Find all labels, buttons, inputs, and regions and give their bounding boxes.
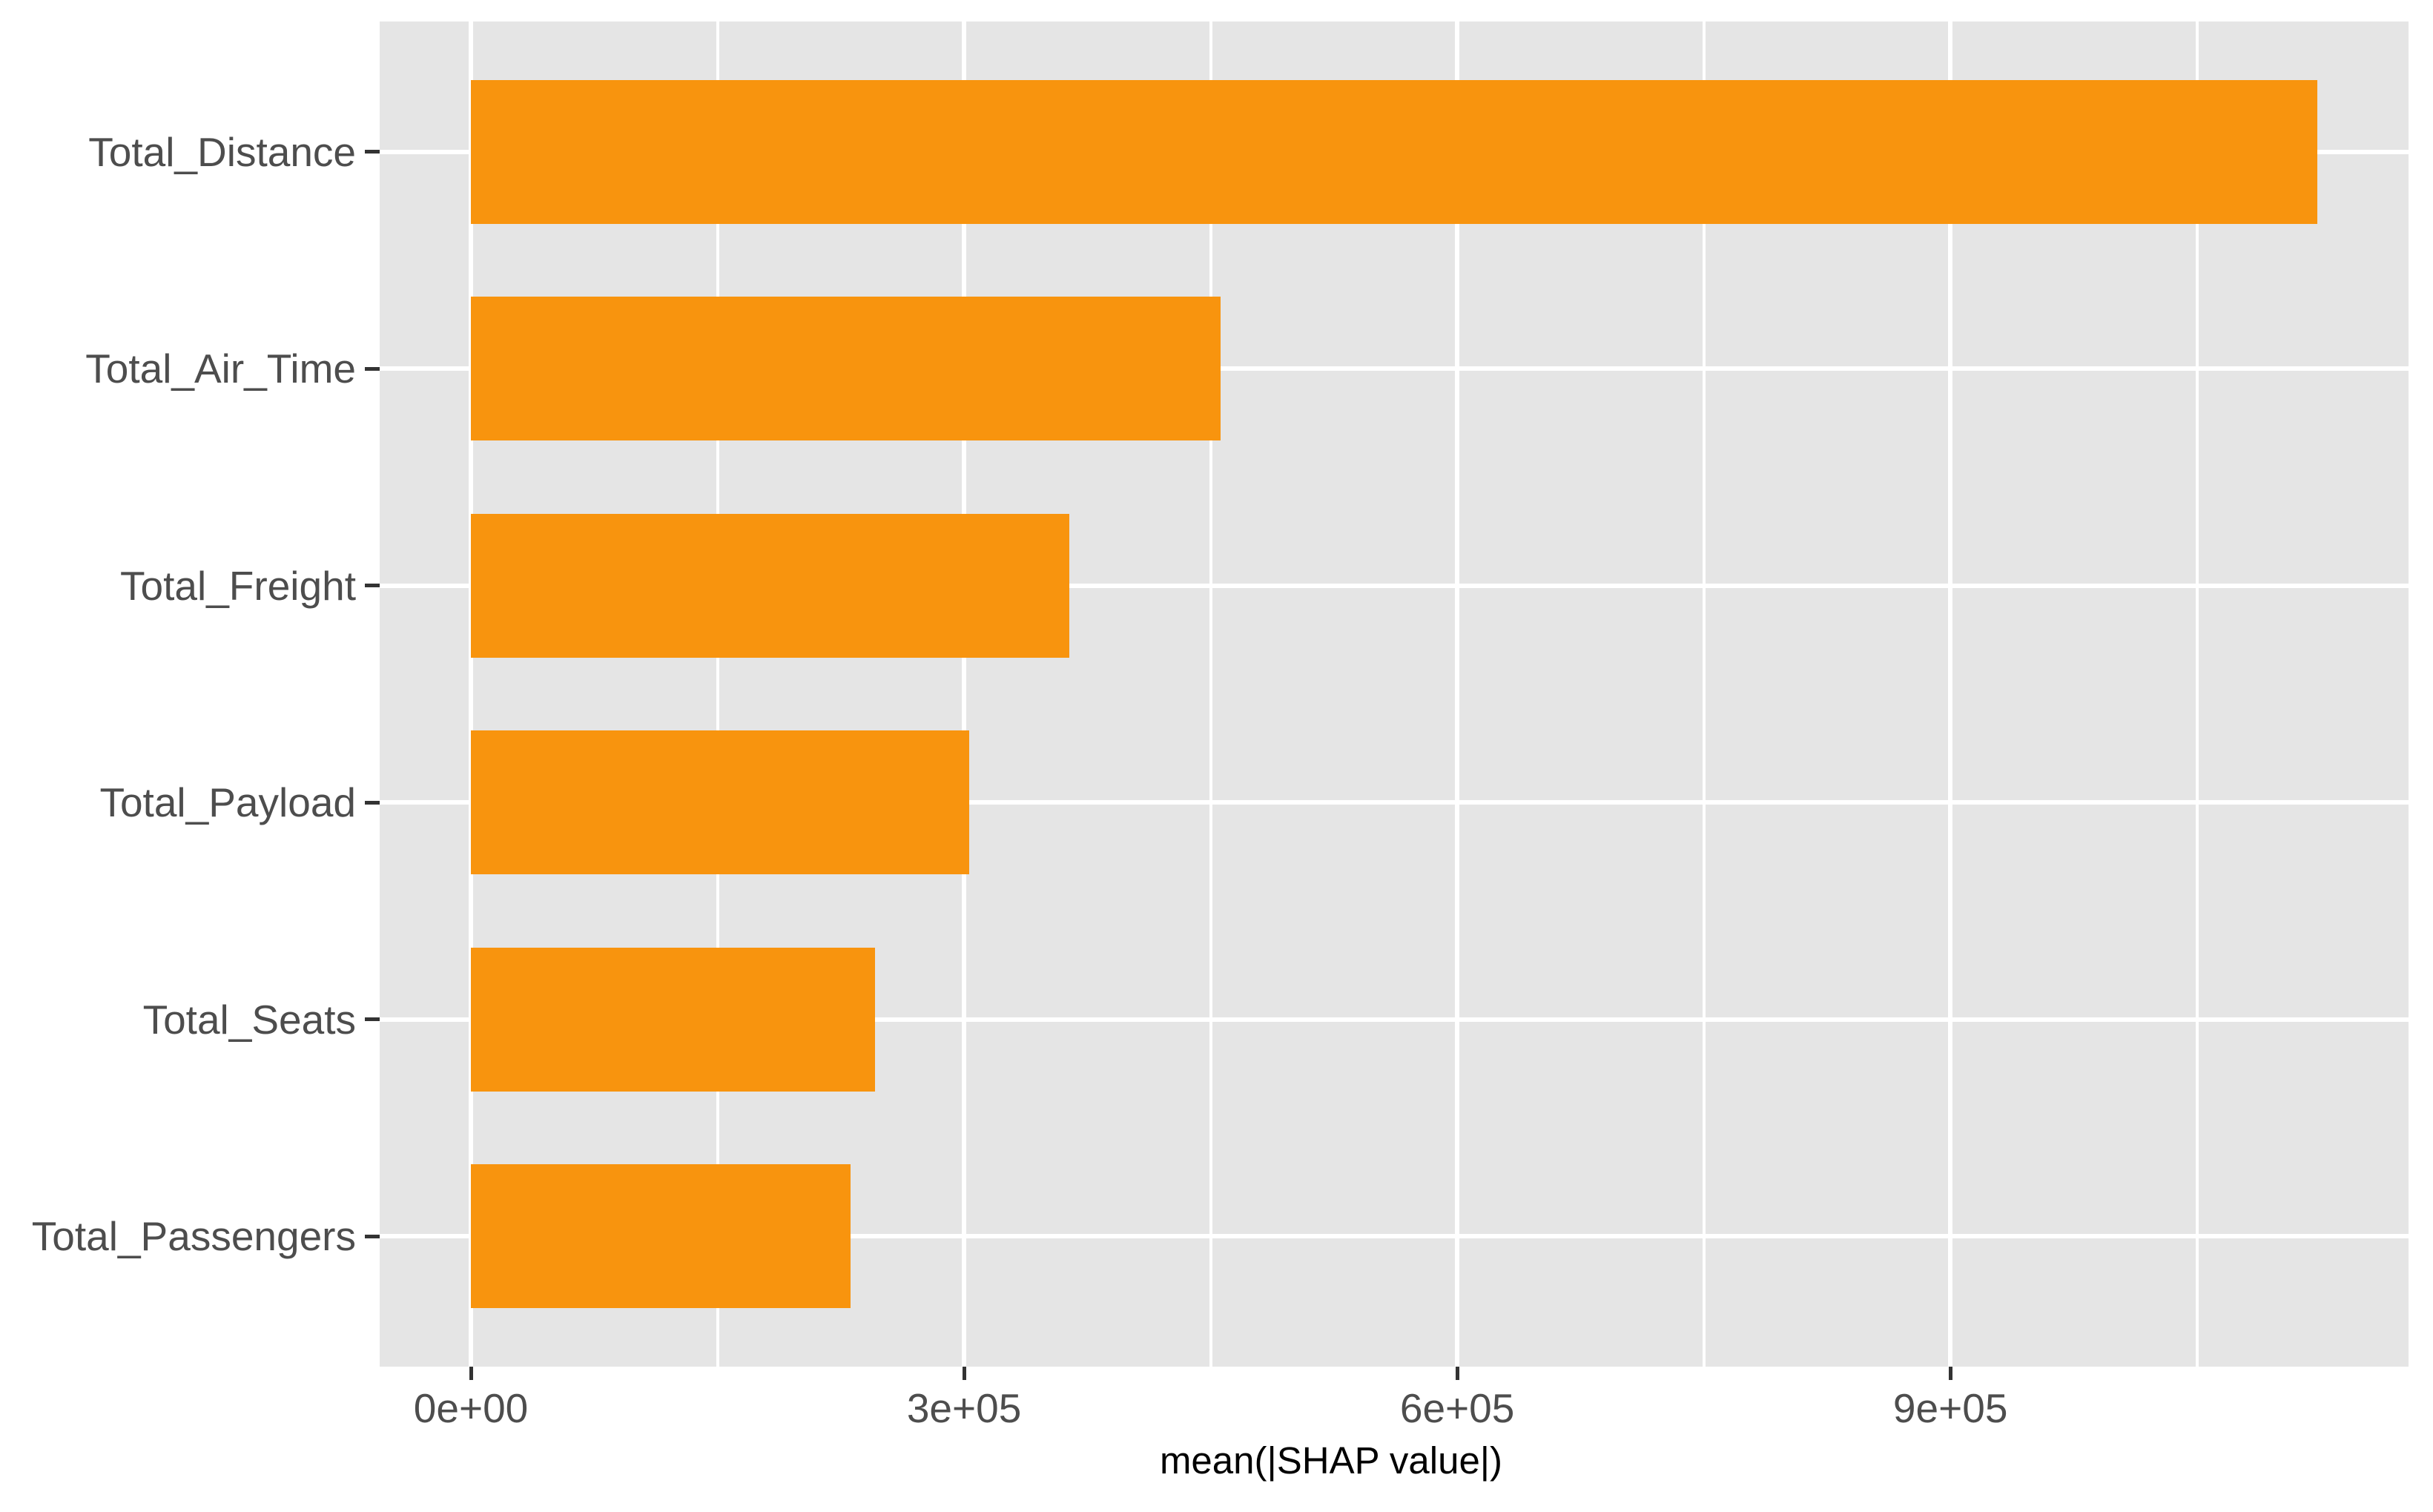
- category-gridline: [380, 800, 2409, 805]
- bar: [471, 297, 1221, 441]
- y-tick-mark: [365, 1234, 380, 1238]
- y-tick-label: Total_Seats: [142, 996, 356, 1043]
- y-tick-mark: [365, 150, 380, 154]
- minor-gridline: [1209, 22, 1212, 1367]
- minor-gridline: [2195, 22, 2199, 1367]
- bar: [471, 513, 1069, 658]
- major-gridline: [962, 22, 967, 1367]
- x-tick-mark: [1455, 1367, 1459, 1380]
- x-tick-label: 9e+05: [1892, 1385, 2008, 1431]
- x-axis-title: mean(|SHAP value|): [1159, 1439, 1503, 1482]
- plot-panel: [380, 22, 2409, 1367]
- y-tick-label: Total_Payload: [99, 779, 356, 826]
- minor-gridline: [1702, 22, 1706, 1367]
- x-tick-mark: [1948, 1367, 1952, 1380]
- x-tick-label: 6e+05: [1399, 1385, 1515, 1431]
- y-tick-mark: [365, 366, 380, 371]
- category-gridline: [380, 1017, 2409, 1022]
- x-tick-label: 0e+00: [413, 1385, 529, 1431]
- y-tick-mark: [365, 800, 380, 805]
- bar: [471, 1164, 851, 1309]
- bar: [471, 79, 2317, 224]
- y-tick-mark: [365, 584, 380, 588]
- y-tick-label: Total_Distance: [88, 128, 356, 175]
- y-tick-label: Total_Passengers: [31, 1213, 356, 1260]
- x-tick-label: 3e+05: [906, 1385, 1022, 1431]
- y-tick-label: Total_Air_Time: [85, 346, 356, 392]
- x-tick-mark: [469, 1367, 473, 1380]
- bar: [471, 730, 969, 875]
- y-tick-label: Total_Freight: [120, 562, 356, 609]
- category-gridline: [380, 583, 2409, 588]
- bar: [471, 947, 876, 1092]
- category-gridline: [380, 366, 2409, 372]
- major-gridline: [1948, 22, 1953, 1367]
- x-tick-mark: [962, 1367, 966, 1380]
- category-gridline: [380, 1234, 2409, 1239]
- major-gridline: [469, 22, 474, 1367]
- y-tick-mark: [365, 1017, 380, 1022]
- minor-gridline: [716, 22, 719, 1367]
- major-gridline: [1455, 22, 1460, 1367]
